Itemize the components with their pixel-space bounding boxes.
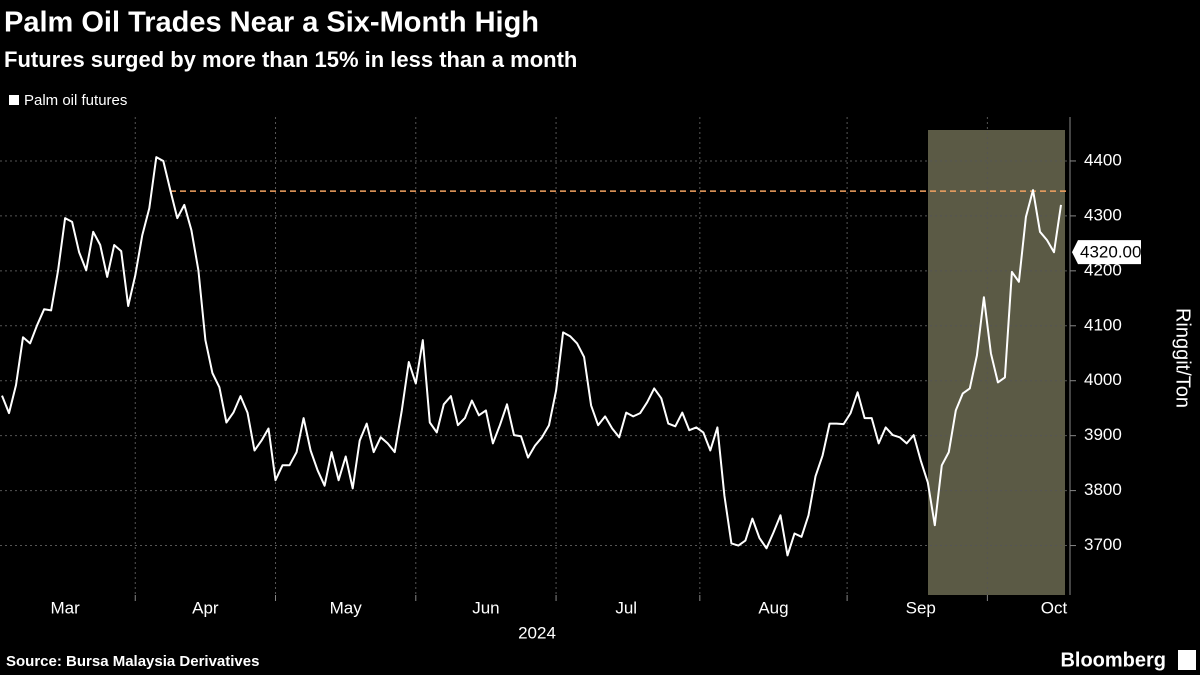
y-tick-label: 4400 [1084, 150, 1122, 169]
brand: Bloomberg [1060, 649, 1166, 671]
y-tick-label: 3900 [1084, 425, 1122, 444]
x-tick-label: Aug [758, 598, 788, 617]
y-axis-label: Ringgit/Ton [1172, 308, 1194, 408]
legend-swatch [9, 95, 19, 105]
highlight-region [928, 130, 1065, 595]
y-tick-label: 4300 [1084, 205, 1122, 224]
y-tick-label: 4000 [1084, 370, 1122, 389]
x-tick-label: Jun [472, 598, 499, 617]
x-tick-label: Jul [615, 598, 637, 617]
x-tick-label: Oct [1041, 598, 1068, 617]
chart-title: Palm Oil Trades Near a Six-Month High [4, 7, 539, 39]
line-series [1, 156, 1062, 557]
source: Source: Bursa Malaysia Derivatives [6, 653, 259, 670]
x-tick-label: May [330, 598, 363, 617]
brand-icon [1178, 650, 1196, 670]
x-axis-label: 2024 [518, 623, 556, 642]
y-tick-label: 4100 [1084, 315, 1122, 334]
last-value-callout [1072, 240, 1141, 265]
x-tick-label: Sep [906, 598, 936, 617]
last-value-label: 4320.00 [1080, 243, 1141, 262]
chart-subtitle: Futures surged by more than 15% in less … [4, 47, 577, 72]
x-tick-label: Apr [192, 598, 219, 617]
y-tick-label: 3700 [1084, 535, 1122, 554]
y-tick-label: 3800 [1084, 480, 1122, 499]
y-tick-label: 4200 [1084, 260, 1122, 279]
legend-label: Palm oil futures [24, 92, 127, 109]
x-tick-label: Mar [50, 598, 80, 617]
